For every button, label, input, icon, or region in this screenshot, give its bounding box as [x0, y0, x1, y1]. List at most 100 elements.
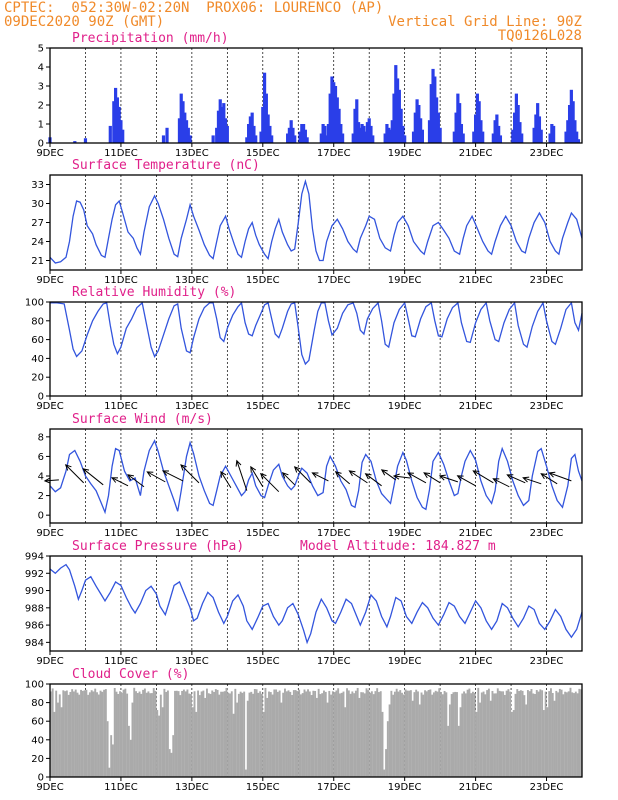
- wind-vector-arrowhead: [250, 465, 257, 473]
- cloud-cover-bar: [532, 693, 535, 777]
- wind-vector: [180, 464, 200, 484]
- cloud-cover-bar: [221, 691, 224, 777]
- cloud-cover-bar: [555, 690, 558, 777]
- x-tick-label: 11DEC: [104, 656, 138, 667]
- x-tick-label: 17DEC: [317, 148, 351, 159]
- precipitation-bar: [514, 93, 518, 143]
- cloud-cover-bar: [136, 693, 139, 777]
- y-tick-label: 100: [25, 298, 44, 309]
- cloud-cover-bar: [213, 691, 215, 777]
- cloud-cover-bar: [427, 689, 430, 777]
- cloud-cover-bar: [142, 689, 145, 777]
- cloud-cover-bar: [503, 694, 506, 777]
- cloud-cover-bar: [546, 707, 549, 777]
- cloud-cover-bar: [291, 694, 294, 777]
- cloud-cover-bar: [156, 710, 159, 777]
- cloud-cover-bar: [432, 692, 435, 777]
- wind-vector: [220, 471, 232, 489]
- cloud-cover-bar: [319, 694, 322, 777]
- cloud-cover-bar: [340, 692, 343, 777]
- precipitation-bar: [337, 108, 341, 143]
- cloud-cover-bar: [269, 692, 272, 777]
- wind-vector: [457, 475, 476, 487]
- cloud-cover-bar: [525, 704, 528, 777]
- y-tick-label: 2: [38, 101, 44, 112]
- precipitation-bar: [186, 127, 190, 143]
- x-tick-label: 13DEC: [175, 401, 209, 412]
- cloud-cover-bar: [99, 690, 102, 777]
- precipitation-bar: [245, 137, 249, 143]
- cloud-cover-bar: [518, 691, 520, 777]
- x-tick-label: 17DEC: [317, 401, 351, 412]
- wind-vector-arrowhead: [220, 470, 227, 478]
- precipitation-bar: [454, 112, 458, 143]
- cloud-cover-bar: [195, 711, 198, 777]
- cloud-cover-bar: [482, 691, 485, 777]
- precipitation-bar: [335, 97, 339, 143]
- y-tick-label: 40: [31, 354, 44, 365]
- wind-vector: [407, 472, 427, 484]
- cloud-cover-bar: [51, 688, 54, 777]
- cloud-cover-bar: [314, 690, 317, 777]
- precipitation-bar: [333, 86, 338, 143]
- cloud-cover-bar: [448, 704, 451, 777]
- cloud-cover-bar: [205, 688, 208, 777]
- x-tick-label: 13DEC: [175, 275, 209, 286]
- cloud-cover-bar: [124, 688, 127, 777]
- y-tick-label: 4: [38, 63, 44, 74]
- cloud-cover-bar: [67, 694, 70, 777]
- cloud-cover-bar: [280, 702, 283, 777]
- precipitation-bar: [497, 125, 501, 143]
- cloud-cover-bar: [459, 707, 462, 777]
- cloud-cover-bar: [177, 691, 180, 777]
- precipitation-bar: [250, 112, 254, 143]
- cloud-cover-bar: [335, 690, 338, 777]
- wind-vector: [44, 479, 59, 482]
- header-line-1: CPTEC: 052:30W-02:20N PROX06: LOURENCO (…: [4, 0, 384, 16]
- y-tick-label: 80: [31, 698, 44, 709]
- wind-vector-arrowhead: [64, 464, 72, 471]
- cloud-cover-bar: [55, 690, 58, 777]
- cloud-cover-bar: [131, 702, 134, 777]
- cloud-cover-bar: [397, 691, 400, 777]
- precipitation-bar: [452, 131, 456, 143]
- precipitation-bar: [403, 135, 407, 143]
- y-tick-label: 0: [38, 773, 44, 784]
- cloud-cover-bar: [386, 721, 389, 777]
- cloud-cover-bar: [374, 691, 377, 777]
- precipitation-bar: [539, 129, 543, 143]
- cloud-cover-bar: [273, 689, 276, 777]
- x-tick-label: 9DEC: [36, 275, 63, 286]
- cloud-cover-bar: [466, 689, 469, 777]
- cloud-cover-bar: [342, 691, 345, 777]
- cloud-cover-bar: [49, 691, 52, 777]
- cloud-cover-bar: [358, 697, 361, 777]
- cloud-cover-bar: [179, 695, 182, 777]
- cloud-cover-bar: [237, 693, 240, 777]
- cloud-cover-bar: [353, 693, 356, 777]
- cloud-cover-bar: [166, 690, 169, 777]
- cloud-cover-bar: [285, 691, 288, 777]
- precipitation-bar: [179, 93, 183, 143]
- wind-vector-arrowhead: [334, 471, 342, 478]
- cloud-cover-bar: [301, 693, 304, 777]
- wind-vector: [365, 473, 382, 487]
- cloud-cover-bar: [143, 688, 146, 777]
- precipitation-bar: [355, 99, 359, 143]
- wind-vector: [381, 469, 397, 481]
- cloud-cover-bar: [181, 690, 184, 777]
- y-tick-label: 30: [31, 199, 44, 210]
- precipitation-bar: [513, 112, 517, 143]
- cloud-cover-bar: [367, 690, 370, 777]
- cloud-cover-bar: [541, 690, 544, 777]
- precipitation-bar: [433, 76, 437, 143]
- cloud-cover-bar: [505, 690, 508, 777]
- cloud-cover-bar: [580, 689, 583, 777]
- cloud-cover-bar: [299, 694, 302, 777]
- cloud-cover-bar: [548, 691, 551, 777]
- y-tick-label: 24: [31, 237, 44, 248]
- cloud-cover-bar: [120, 692, 123, 777]
- cloud-cover-bar: [264, 687, 267, 777]
- precipitation-bar: [323, 125, 327, 143]
- cloud-cover-bar: [159, 694, 162, 777]
